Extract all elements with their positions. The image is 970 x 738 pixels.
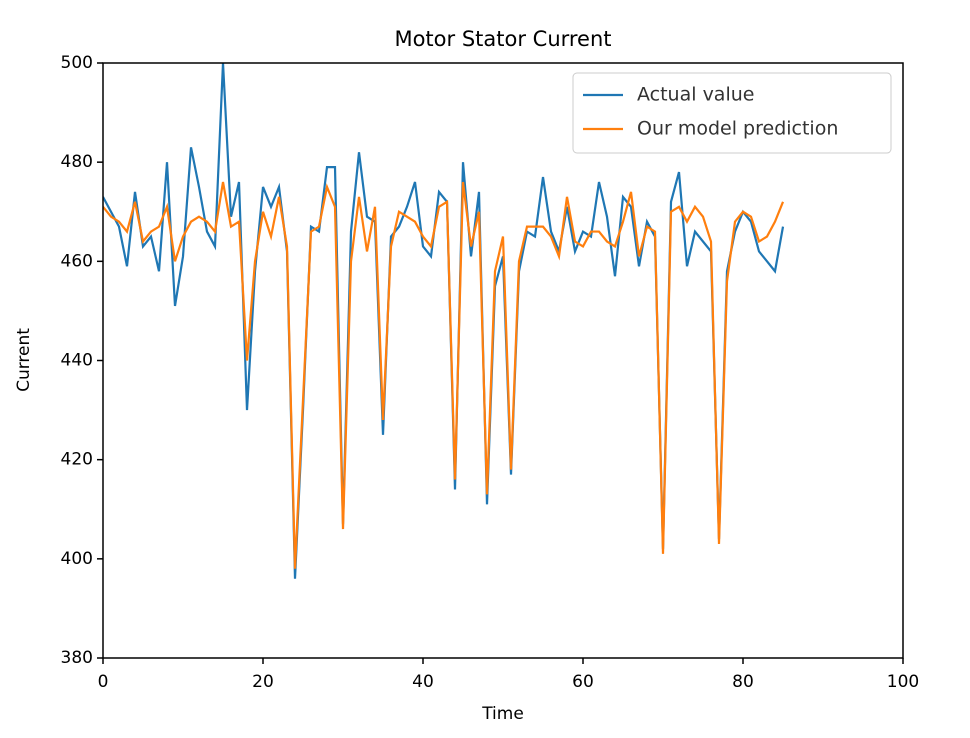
plot-frame (102, 62, 904, 659)
series-line (103, 181, 785, 569)
y-tick-label: 440 (61, 351, 93, 371)
chart-title: Motor Stator Current (394, 27, 611, 51)
x-tick-label: 60 (572, 672, 594, 692)
y-axis-label: Current (14, 328, 34, 392)
legend-box (572, 72, 892, 154)
y-tick-label: 380 (61, 648, 93, 668)
x-tick-label: 0 (98, 672, 109, 692)
y-tick-label: 480 (61, 152, 93, 172)
x-tick-label: 80 (732, 672, 754, 692)
y-tick-label: 460 (61, 251, 93, 271)
x-tick-label: 40 (412, 672, 434, 692)
legend-label: Our model prediction (637, 118, 838, 140)
x-axis-label: Time (481, 704, 524, 724)
legend-label: Actual value (637, 84, 754, 106)
y-tick-label: 500 (61, 53, 93, 73)
x-tick-label: 20 (252, 672, 274, 692)
y-tick-label: 420 (61, 450, 93, 470)
x-tick-label: 100 (887, 672, 919, 692)
y-tick-label: 400 (61, 549, 93, 569)
